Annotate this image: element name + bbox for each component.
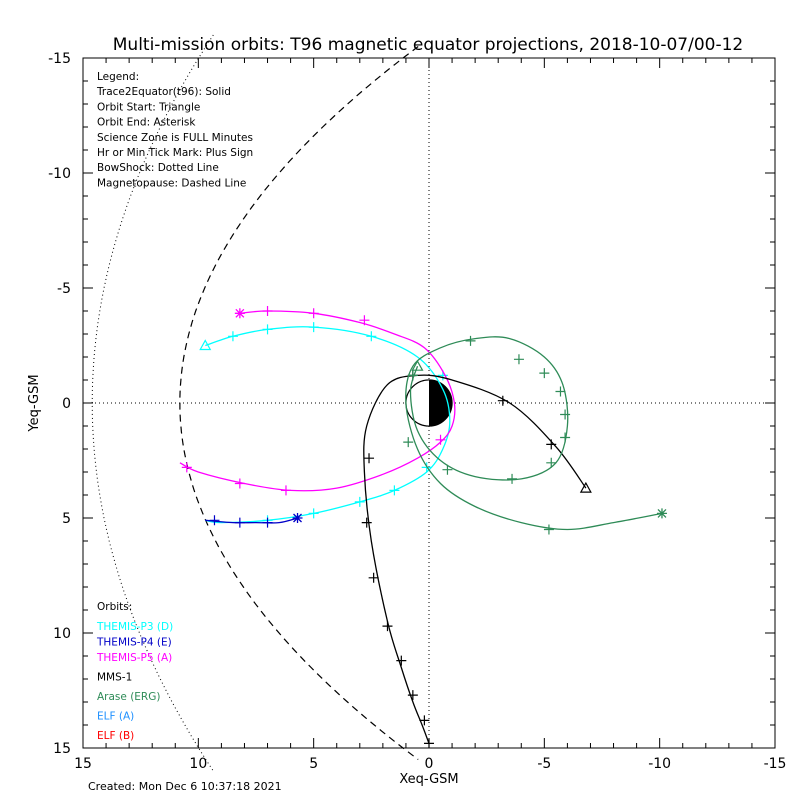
legend-line: Trace2Equator(t96): Solid <box>96 86 231 98</box>
hour-tick-mark <box>560 409 571 420</box>
hour-tick-mark <box>382 621 393 632</box>
hour-tick-mark <box>513 354 524 365</box>
legend: Legend: Trace2Equator(t96): Solid Orbit St… <box>96 71 253 189</box>
orbit-themis-p3-d <box>199 322 451 526</box>
orbit-end-asterisk <box>234 308 245 319</box>
hour-tick-mark <box>546 457 557 468</box>
legend-line: Orbit End: Asterisk <box>97 117 196 129</box>
hour-tick-mark <box>262 306 273 316</box>
orbit-start-triangle <box>411 359 424 371</box>
hour-tick-mark <box>403 437 414 448</box>
bowshock-line <box>91 34 214 772</box>
hour-tick-mark <box>546 439 557 450</box>
hour-tick-mark <box>424 738 434 749</box>
hour-tick-mark <box>209 515 220 526</box>
orbit-end-asterisk <box>656 508 667 519</box>
hour-tick-mark <box>396 655 407 666</box>
hour-tick-mark <box>234 517 245 528</box>
hour-tick-mark <box>407 370 418 381</box>
hour-tick-mark <box>366 331 377 342</box>
chart-title: Multi-mission orbits: T96 magnetic equat… <box>113 35 744 55</box>
y-tick-label: 0 <box>62 396 71 412</box>
hour-tick-mark <box>407 690 418 701</box>
orbit-legend-entry: ELF (A) <box>97 711 134 723</box>
hour-tick-mark <box>308 322 319 333</box>
orbit-legend-entry: Arase (ERG) <box>97 691 160 703</box>
orbit-themis-p4-e <box>205 513 303 528</box>
hour-tick-mark <box>442 464 453 475</box>
orbit-line <box>363 374 587 744</box>
orbit-start-triangle <box>579 481 592 493</box>
orbit-legend-entry: THEMIS-P3 (D) <box>96 621 173 633</box>
orbit-line <box>205 517 298 524</box>
hour-tick-mark <box>419 715 430 726</box>
legend-line: Magnetopause: Dashed Line <box>97 177 246 189</box>
orbit-legend: Orbits: THEMIS-P3 (D) THEMIS-P4 (E) THEMIS-… <box>96 601 173 742</box>
hour-tick-mark <box>497 395 508 406</box>
hour-tick-mark <box>308 508 319 519</box>
hour-tick-mark <box>262 324 273 335</box>
x-tick-label: 5 <box>309 756 318 772</box>
orbits-heading: Orbits: <box>97 601 132 613</box>
hour-tick-mark <box>368 572 379 583</box>
hour-tick-mark <box>262 517 273 528</box>
hour-tick-mark <box>560 432 571 443</box>
x-tick-label: -15 <box>764 756 787 772</box>
hour-tick-mark <box>227 331 238 342</box>
x-tick-label: -5 <box>537 756 551 772</box>
orbit-line <box>205 326 451 524</box>
legend-line: Legend: <box>97 71 139 83</box>
hour-tick-mark <box>354 496 365 507</box>
hour-tick-mark <box>308 308 319 319</box>
hour-tick-mark <box>364 453 375 464</box>
y-tick-label: 10 <box>53 626 71 642</box>
orbit-arase-erg <box>403 335 667 535</box>
hour-tick-mark <box>359 315 370 326</box>
y-tick-label: 15 <box>53 741 71 757</box>
orbit-series <box>179 306 667 749</box>
orbit-line <box>405 336 663 531</box>
orbit-legend-entry: ELF (B) <box>97 730 134 742</box>
y-axis-label: Yeq-GSM <box>27 374 42 432</box>
orbit-start-triangle <box>199 339 212 351</box>
created-timestamp: Created: Mon Dec 6 10:37:18 2021 <box>88 780 282 793</box>
hour-tick-mark <box>543 524 554 535</box>
x-axis-label: Xeq-GSM <box>399 772 458 787</box>
y-tick-label: -15 <box>48 51 71 67</box>
hour-tick-mark <box>465 335 476 346</box>
hour-tick-mark <box>280 485 291 496</box>
orbit-mms-1 <box>361 370 592 749</box>
x-tick-label: 0 <box>425 756 434 772</box>
orbit-themis-p5-a <box>179 306 456 496</box>
hour-tick-mark <box>361 517 372 528</box>
x-tick-label: -10 <box>648 756 671 772</box>
y-tick-label: -5 <box>57 281 71 297</box>
hour-tick-mark <box>435 434 446 445</box>
y-tick-label: -10 <box>48 166 71 182</box>
orbit-end-asterisk <box>292 513 303 523</box>
orbit-legend-entry: THEMIS-P5 (A) <box>96 652 172 664</box>
hour-tick-mark <box>389 485 400 496</box>
orbit-legend-entry: THEMIS-P4 (E) <box>96 637 172 649</box>
x-tick-label: 10 <box>189 756 207 772</box>
hour-tick-mark <box>234 478 245 489</box>
earth-nightside <box>429 379 453 427</box>
legend-line: BowShock: Dotted Line <box>97 162 219 174</box>
legend-line: Hr or Min Tick Mark: Plus Sign <box>97 147 253 159</box>
hour-tick-mark <box>181 462 192 473</box>
legend-line: Orbit Start: Triangle <box>97 101 200 113</box>
hour-tick-mark <box>539 368 550 379</box>
boundaries <box>91 34 419 772</box>
y-tick-label: 5 <box>62 511 71 527</box>
orbit-line <box>179 310 456 492</box>
orbit-legend-entry: MMS-1 <box>97 672 132 684</box>
hour-tick-mark <box>507 473 518 484</box>
x-tick-label: 15 <box>74 756 92 772</box>
magnetopause-line <box>179 46 419 760</box>
earth-icon <box>405 379 453 427</box>
legend-line: Science Zone is FULL Minutes <box>97 132 253 144</box>
hour-tick-mark <box>555 386 566 397</box>
